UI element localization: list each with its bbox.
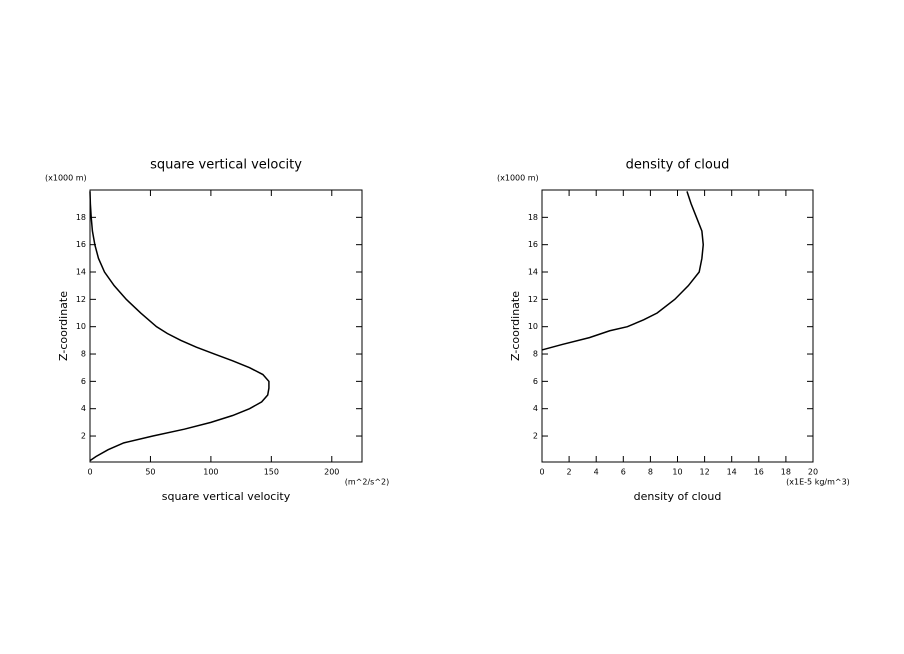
y-tick-label: 12 [528,295,538,304]
x-tick-label: 0 [539,468,544,477]
x-tick-label: 14 [727,468,737,477]
y-tick-label: 10 [76,322,86,331]
x-tick-label: 50 [145,468,155,477]
x-tick-label: 6 [621,468,626,477]
x-axis-label: density of cloud [634,490,722,503]
x-tick-label: 150 [264,468,279,477]
y-tick-label: 2 [81,432,86,441]
x-axis-label: square vertical velocity [162,490,291,503]
y-axis-label: Z-coordinate [57,291,70,361]
plot-frame [89,189,363,463]
y-tick-label: 8 [81,350,86,359]
y-tick-label: 2 [533,432,538,441]
y-tick-label: 14 [76,268,86,277]
y-tick-label: 18 [76,213,86,222]
x-tick-label: 100 [203,468,218,477]
x-tick-label: 12 [700,468,710,477]
x-tick-label: 20 [808,468,818,477]
chart-title: square vertical velocity [150,158,302,173]
y-tick-label: 10 [528,322,538,331]
y-tick-label: 14 [528,268,538,277]
x-unit: (x1E-5 kg/m^3) [786,478,850,487]
y-tick-label: 4 [81,404,86,413]
chart-title: density of cloud [626,158,730,173]
x-tick-label: 200 [324,468,339,477]
y-tick-label: 6 [533,377,538,386]
x-tick-label: 8 [648,468,653,477]
x-unit: (m^2/s^2) [345,478,389,487]
y-tick-label: 4 [533,404,538,413]
profile-line [541,191,704,351]
y-tick-label: 12 [76,295,86,304]
y-axis-label: Z-coordinate [509,291,522,361]
x-tick-label: 10 [672,468,682,477]
x-tick-label: 4 [594,468,599,477]
y-unit: (x1000 m) [497,174,539,183]
y-tick-label: 8 [533,350,538,359]
y-tick-label: 16 [76,240,86,249]
y-unit: (x1000 m) [45,174,87,183]
profile-line [89,191,270,462]
plot-frame [541,189,814,463]
y-tick-label: 16 [528,240,538,249]
x-tick-label: 0 [87,468,92,477]
y-tick-label: 18 [528,213,538,222]
x-tick-label: 16 [754,468,764,477]
x-tick-label: 18 [781,468,791,477]
x-tick-label: 2 [567,468,572,477]
y-tick-label: 6 [81,377,86,386]
